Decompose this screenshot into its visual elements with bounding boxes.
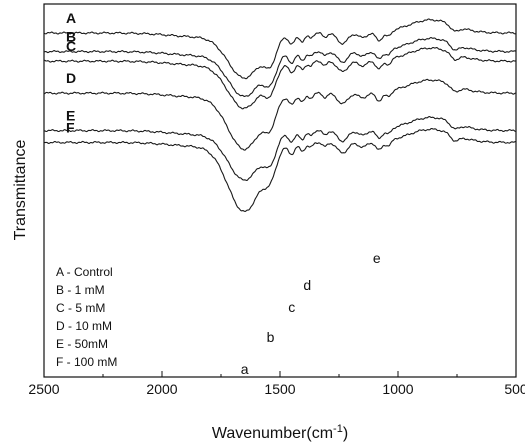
series-label-E: E xyxy=(66,108,75,124)
spectrum-line-C xyxy=(43,46,517,110)
spectrum-line-B xyxy=(43,36,517,97)
spectrum-line-F xyxy=(43,127,517,213)
x-tick-label: 1000 xyxy=(382,381,413,397)
spectrum-line-A xyxy=(43,18,517,80)
legend: A - Control B - 1 mM C - 5 mM D - 10 mM E - … xyxy=(56,265,117,369)
spectrum-line-E xyxy=(43,115,517,182)
series-label-C: C xyxy=(66,38,76,54)
y-axis-title: Transmittance xyxy=(12,140,29,241)
series-label-A: A xyxy=(66,10,76,26)
legend-entry: C - 5 mM xyxy=(56,301,105,315)
series-label-F: F xyxy=(66,119,75,135)
legend-entry: E - 50mM xyxy=(56,337,108,351)
legend-entry: A - Control xyxy=(56,265,113,279)
series-label-D: D xyxy=(66,70,76,86)
legend-entry: F - 100 mM xyxy=(56,355,117,369)
peak-label-d: d xyxy=(303,277,311,293)
x-axis-ticks: 2500 2000 1500 1000 500 xyxy=(28,371,525,397)
x-tick-label: 2000 xyxy=(146,381,177,397)
x-tick-label: 2500 xyxy=(28,381,59,397)
peak-label-c: c xyxy=(288,299,295,315)
legend-entry: B - 1 mM xyxy=(56,283,105,297)
peak-label-e: e xyxy=(373,250,381,266)
series-label-B: B xyxy=(66,29,76,45)
x-tick-label: 500 xyxy=(504,381,525,397)
spectrum-line-D xyxy=(43,78,516,151)
peak-label-b: b xyxy=(267,329,275,345)
peak-label-a: a xyxy=(241,361,249,377)
plot-frame xyxy=(43,3,517,378)
legend-entry: D - 10 mM xyxy=(56,319,112,333)
x-axis-title: Wavenumber(cm-1) xyxy=(212,423,348,442)
peak-annotations-group: a bcd e xyxy=(241,250,381,377)
x-tick-label: 1500 xyxy=(264,381,295,397)
spectra-group xyxy=(43,18,517,213)
